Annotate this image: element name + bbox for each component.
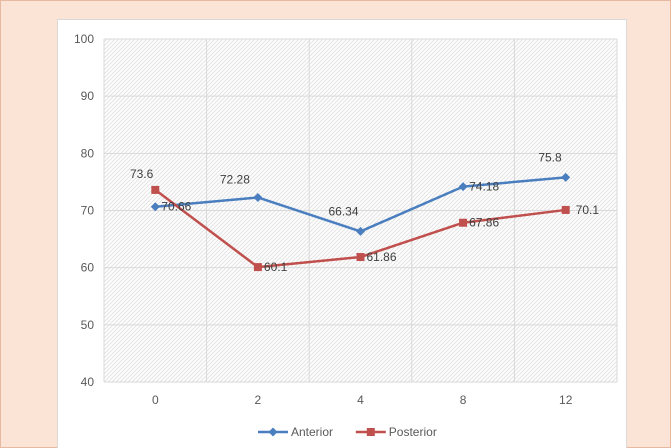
data-point-anterior — [253, 192, 263, 202]
data-labels: 70.66 72.28 66.34 74.18 75.8 73.6 60.1 61.86 67.… — [130, 150, 599, 274]
legend-label-posterior: Posterior — [389, 425, 437, 439]
x-tick-label: 12 — [559, 393, 573, 407]
y-tick-label: 80 — [81, 146, 95, 160]
data-point-posterior — [561, 205, 570, 214]
y-tick-label: 100 — [74, 32, 94, 46]
y-tick-label: 50 — [81, 318, 95, 332]
x-tick-label: 4 — [357, 393, 364, 407]
data-point-posterior — [151, 185, 160, 194]
data-label: 72.28 — [220, 172, 250, 186]
data-label: 73.6 — [130, 167, 154, 181]
data-point-posterior — [253, 263, 262, 272]
y-tick-label: 60 — [81, 261, 95, 275]
x-tick-label: 0 — [152, 393, 159, 407]
data-label: 70.1 — [576, 203, 600, 217]
data-point-anterior — [150, 202, 160, 212]
data-label: 75.8 — [538, 150, 562, 164]
legend: Anterior Posterior — [258, 425, 437, 439]
data-point-anterior — [356, 226, 365, 236]
line-chart: 40 50 60 70 80 90 100 0 2 4 8 12 70.66 72.28 66.34 74… — [74, 32, 618, 439]
series — [150, 172, 571, 272]
data-point-anterior — [458, 182, 468, 192]
x-tick-label: 8 — [460, 393, 467, 407]
data-label: 61.86 — [367, 250, 397, 264]
data-label: 70.66 — [161, 200, 191, 214]
legend-label-anterior: Anterior — [291, 425, 333, 439]
y-tick-label: 70 — [81, 204, 95, 218]
data-label: 74.18 — [469, 180, 499, 194]
data-label: 67.86 — [469, 216, 499, 230]
x-tick-label: 2 — [255, 393, 262, 407]
legend-marker-posterior — [366, 428, 375, 436]
chart-card: 40 50 60 70 80 90 100 0 2 4 8 12 70.66 72.28 66.34 74… — [57, 19, 627, 448]
gridlines — [103, 38, 618, 383]
data-point-anterior — [561, 172, 571, 182]
data-point-posterior — [459, 218, 468, 227]
y-axis-ticks: 40 50 60 70 80 90 100 — [74, 32, 94, 389]
data-label: 66.34 — [328, 204, 358, 218]
y-tick-label: 90 — [81, 89, 95, 103]
legend-marker-anterior — [268, 427, 278, 437]
data-label: 60.1 — [264, 260, 288, 274]
x-axis-ticks: 0 2 4 8 12 — [152, 393, 573, 407]
data-point-posterior — [356, 253, 365, 262]
y-tick-label: 40 — [81, 375, 95, 389]
